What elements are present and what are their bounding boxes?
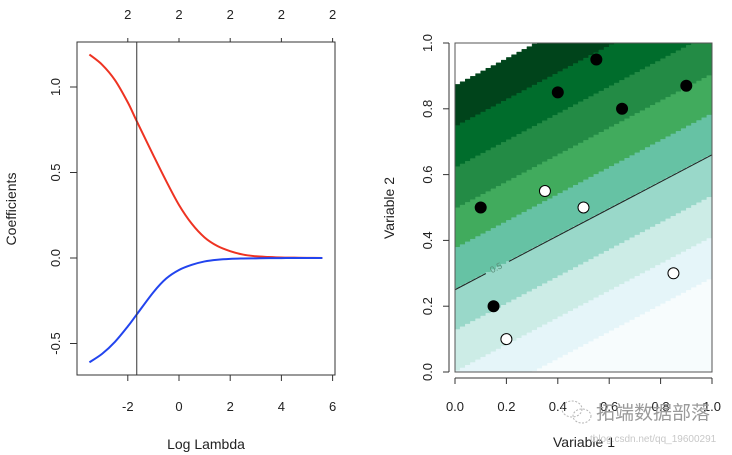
top-tick-label: 2 [278, 7, 285, 22]
probability-bands [455, 43, 712, 372]
watermark-url: tblog.csdn.net/qq_19600291 [590, 434, 717, 445]
data-points [474, 53, 693, 346]
right-plot-frame [454, 42, 713, 373]
decision-surface-plot: 0.5 0.0 0.2 0.4 0.6 0.8 1.0 0.00.20.40.60.81.… [381, 34, 721, 450]
x-axis: 0.0 0.2 0.4 0.6 0.8 1.0 [446, 377, 721, 414]
point-filled [590, 53, 603, 66]
coefficient-path-plot: -2 0 2 4 6 2 2 2 2 2 -0.5 0.0 0.5 1.0 Log Lambda Co… [3, 7, 336, 452]
x-tick-label: 0.0 [446, 399, 464, 414]
y-tick-label: 1.0 [48, 78, 63, 96]
x-tick-label: -2 [122, 399, 134, 414]
x-tick-label: 0.2 [497, 399, 515, 414]
point-filled [616, 102, 629, 115]
y-axis: -0.5 0.0 0.5 1.0 [48, 78, 77, 355]
x-axis-title: Variable 1 [553, 434, 615, 450]
watermark: 拓端数据部落 tblog.csdn.net/qq_19600291 [561, 400, 717, 445]
point-filled [551, 86, 564, 99]
x-tick-label: 1.0 [703, 399, 721, 414]
top-tick-label: 2 [175, 7, 182, 22]
y-axis: 0.0 0.2 0.4 0.6 0.8 1.0 [420, 34, 450, 381]
y-tick-label: 0.0 [420, 363, 435, 381]
top-tick-label: 2 [124, 7, 131, 22]
y-tick-label: 0.4 [420, 231, 435, 249]
x-tick-label: 0.4 [549, 399, 567, 414]
y-tick-label: 0.5 [48, 163, 63, 181]
point-filled [474, 201, 487, 214]
coefficient-curves [88, 53, 323, 364]
coefficient-line-red [88, 53, 323, 259]
top-tick-label: 2 [227, 7, 234, 22]
y-tick-label: 0.6 [420, 166, 435, 184]
x-tick-label: 0.6 [600, 399, 618, 414]
point-open [538, 185, 551, 198]
point-open [577, 201, 590, 214]
point-open [667, 267, 680, 280]
x-tick-label: 6 [329, 399, 336, 414]
y-tick-label: 1.0 [420, 34, 435, 52]
watermark-text: 拓端数据部落 [596, 402, 710, 424]
wechat-icon [561, 400, 592, 424]
x-tick-label: 4 [278, 399, 285, 414]
contour-segment [455, 273, 487, 291]
point-open [500, 333, 513, 346]
y-axis-title: Coefficients [3, 173, 19, 246]
x-axis-title: Log Lambda [167, 436, 245, 452]
coefficient-line-blue [88, 256, 323, 364]
x-tick-label: 0.8 [652, 399, 670, 414]
x-tick-label: 0 [175, 399, 182, 414]
left-plot-frame [76, 41, 336, 376]
point-filled [680, 79, 693, 92]
x-axis-top: 2 2 2 2 2 [124, 7, 336, 42]
y-axis-title: Variable 2 [381, 177, 397, 239]
y-tick-label: 0.2 [420, 297, 435, 315]
x-tick-label: 2 [227, 399, 234, 414]
y-tick-label: 0.8 [420, 100, 435, 118]
probability-band [531, 276, 712, 372]
y-tick-label: -0.5 [48, 332, 63, 354]
x-axis-bottom: -2 0 2 4 6 [122, 374, 336, 414]
contour-segment [508, 154, 712, 262]
point-filled [487, 300, 500, 313]
top-tick-label: 2 [329, 7, 336, 22]
y-tick-label: 0.0 [48, 249, 63, 267]
